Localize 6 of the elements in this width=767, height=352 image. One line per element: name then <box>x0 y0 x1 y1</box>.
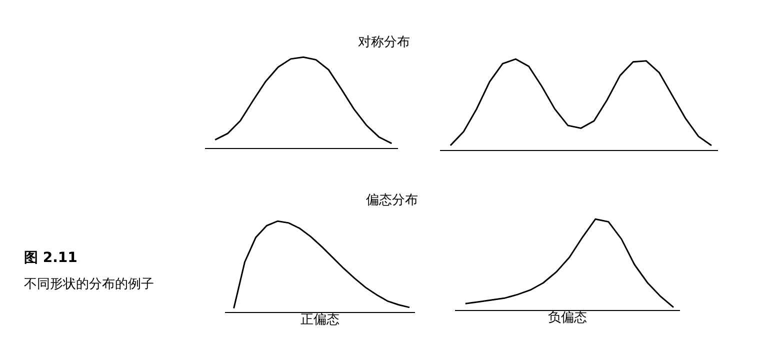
x-axis-title: 负偏态 <box>548 310 587 326</box>
x-axis-title: 正偏态 <box>300 312 340 328</box>
caption: 图 2.11 <box>24 250 78 266</box>
text: 对称分布 <box>358 35 410 50</box>
text: 偏态分布 <box>366 193 418 208</box>
text: 不同形状的分布的例子 <box>24 277 154 292</box>
